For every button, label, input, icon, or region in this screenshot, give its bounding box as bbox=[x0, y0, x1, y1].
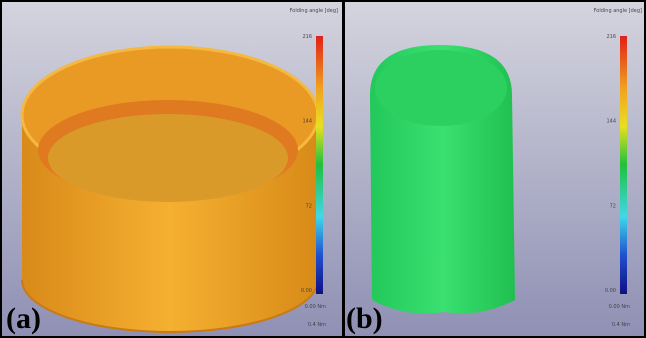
colorbar bbox=[316, 36, 323, 294]
colorbar-tick: 72 bbox=[610, 203, 616, 209]
cylinder-closed bbox=[370, 45, 515, 314]
colorbar-tick: 216 bbox=[606, 34, 616, 40]
panel-label: (a) bbox=[6, 302, 41, 335]
colorbar-tick: 0.00 bbox=[301, 288, 312, 294]
colorbar-footer: 0.00 Nm bbox=[609, 304, 630, 310]
figure: (a) (b) Folding angle [deg] Folding angl… bbox=[0, 0, 646, 338]
colorbar-footer: 0.00 Nm bbox=[305, 304, 326, 310]
colorbar-tick: 144 bbox=[606, 119, 616, 125]
colorbar-footer: 0.4 Nm bbox=[308, 322, 326, 328]
colorbar-tick: 144 bbox=[302, 119, 312, 125]
colorbar-tick: 216 bbox=[302, 34, 312, 40]
panel-label: (b) bbox=[346, 302, 383, 335]
colorbar bbox=[620, 36, 627, 294]
colorbar-title: Folding angle [deg] bbox=[594, 8, 642, 14]
colorbar-title: Folding angle [deg] bbox=[290, 8, 338, 14]
cylinder-open bbox=[22, 47, 318, 332]
colorbar-tick: 72 bbox=[306, 203, 312, 209]
colorbar-tick: 0.00 bbox=[605, 288, 616, 294]
colorbar-footer: 0.4 Nm bbox=[612, 322, 630, 328]
